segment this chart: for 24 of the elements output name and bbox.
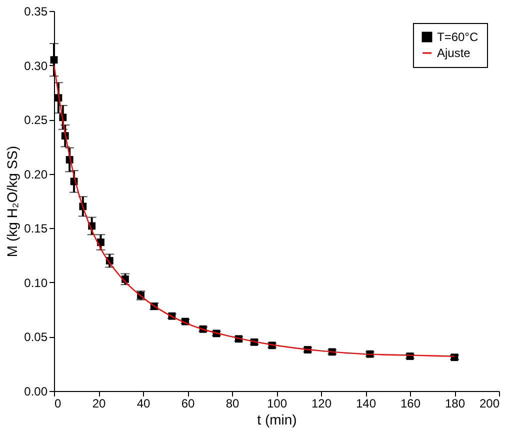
x-tick-label: 20 bbox=[92, 396, 106, 410]
y-tick-label: 0.35 bbox=[24, 4, 48, 18]
x-tick-label: 120 bbox=[311, 396, 332, 410]
y-tick-label: 0.30 bbox=[24, 58, 48, 73]
x-tick-label: 40 bbox=[136, 396, 150, 410]
x-tick-label: 140 bbox=[356, 396, 376, 410]
y-tick-label: 0.20 bbox=[24, 167, 48, 182]
x-tick-label: 180 bbox=[444, 396, 466, 410]
point bbox=[50, 56, 58, 64]
x-tick-label: 100 bbox=[266, 396, 288, 410]
legend-label: Ajuste bbox=[437, 46, 471, 60]
y-tick-label: 0.10 bbox=[24, 276, 48, 290]
y-axis-title: M (kg H₂O/kg SS) bbox=[4, 146, 20, 258]
x-axis-title: t (min) bbox=[257, 412, 297, 428]
x-tick-label: 60 bbox=[181, 396, 195, 410]
y-tick-label: 0.05 bbox=[24, 330, 48, 344]
y-tick-label: 0.15 bbox=[24, 222, 48, 236]
x-tick-label: 200 bbox=[479, 396, 500, 410]
x-tick-label: 160 bbox=[400, 396, 421, 410]
x-tick-label: 80 bbox=[226, 396, 240, 410]
y-tick-label: 0.25 bbox=[24, 113, 48, 128]
y-tick-label: 0.00 bbox=[24, 384, 48, 398]
legend-label: T=60°C bbox=[437, 30, 478, 44]
x-tick-label: 0 bbox=[54, 396, 62, 410]
